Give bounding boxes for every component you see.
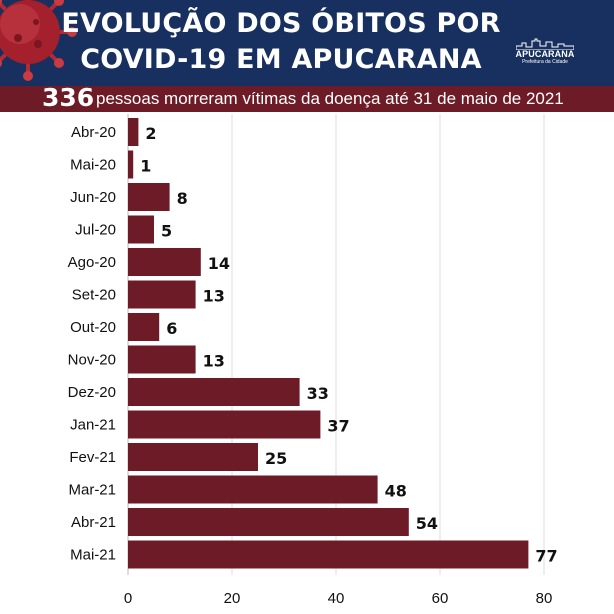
data-label: 77 — [535, 547, 557, 566]
grid-lines — [127, 114, 545, 575]
x-tick-label: 60 — [432, 590, 449, 607]
logo-subtitle: Prefeitura da Cidade — [522, 59, 568, 65]
data-labels: 2 1 85 14 13 6 13 33 37 25 48 54 77 — [140, 124, 557, 566]
bar — [128, 248, 201, 276]
data-label: 14 — [208, 254, 230, 273]
header-banner: EVOLUÇÃO DOS ÓBITOS POR COVID-19 EM APUC… — [0, 0, 614, 86]
x-tick-label: 80 — [536, 590, 553, 607]
logo-name: APUCARANA — [515, 49, 575, 59]
category-label: Abr-21 — [71, 514, 116, 531]
category-label: Out-20 — [70, 319, 116, 336]
category-label: Ago-20 — [68, 254, 116, 271]
bar — [128, 313, 160, 341]
category-label: Jul-20 — [75, 222, 116, 239]
bar — [128, 345, 196, 374]
bar — [128, 150, 134, 179]
bar — [128, 118, 139, 146]
bar — [128, 443, 258, 471]
data-label: 5 — [161, 222, 172, 241]
x-axis-ticks: 0 20 40 60 80 — [124, 590, 553, 607]
data-label: 25 — [265, 449, 287, 468]
data-label: 54 — [416, 514, 438, 533]
data-label: 13 — [203, 287, 225, 306]
category-label: Fev-21 — [69, 449, 116, 466]
bar — [128, 508, 409, 536]
bar — [128, 378, 300, 406]
data-label: 48 — [385, 482, 407, 501]
bar — [128, 410, 321, 439]
title-line-1: EVOLUÇÃO DOS ÓBITOS POR — [61, 8, 501, 39]
x-tick-label: 0 — [124, 590, 132, 607]
death-total: 336 — [42, 83, 95, 112]
bar — [128, 475, 378, 504]
x-tick-label: 40 — [328, 590, 345, 607]
category-labels: Abr-20 Mai-20 Jun-20 Jul-20 Ago-20 Set-20 Out-… — [68, 124, 116, 564]
category-label: Dez-20 — [68, 384, 116, 401]
title-line-2: COVID-19 EM APUCARANA — [80, 44, 482, 75]
category-label: Nov-20 — [68, 352, 116, 369]
data-label: 13 — [203, 352, 225, 371]
bar — [128, 280, 196, 309]
data-label: 1 — [140, 157, 151, 176]
coronavirus-icon — [0, 0, 77, 81]
data-label: 2 — [145, 124, 156, 143]
bar — [128, 540, 529, 569]
page-title: EVOLUÇÃO DOS ÓBITOS POR COVID-19 EM APUC… — [58, 6, 504, 78]
category-label: Abr-20 — [71, 124, 116, 141]
data-label: 33 — [307, 384, 329, 403]
bar-chart: Abr-20 Mai-20 Jun-20 Jul-20 Ago-20 Set-20 Out-… — [68, 114, 558, 607]
bar — [128, 183, 170, 211]
data-label: 6 — [166, 319, 177, 338]
category-label: Jan-21 — [70, 417, 116, 434]
subtitle-bar: 336 pessoas morreram vítimas da doença a… — [0, 83, 614, 112]
category-label: Jun-20 — [70, 189, 116, 206]
category-label: Mai-20 — [70, 157, 116, 174]
subtitle-text: pessoas morreram vítimas da doença até 3… — [96, 89, 564, 108]
x-tick-label: 20 — [224, 590, 241, 607]
bar — [128, 215, 154, 244]
data-label: 37 — [327, 417, 349, 436]
category-label: Set-20 — [72, 287, 116, 304]
skyline-icon — [516, 38, 574, 50]
category-label: Mai-21 — [70, 547, 116, 564]
city-logo: APUCARANA Prefeitura da Cidade — [510, 38, 580, 68]
bars — [128, 118, 529, 569]
category-label: Mar-21 — [68, 482, 116, 499]
data-label: 8 — [177, 189, 188, 208]
